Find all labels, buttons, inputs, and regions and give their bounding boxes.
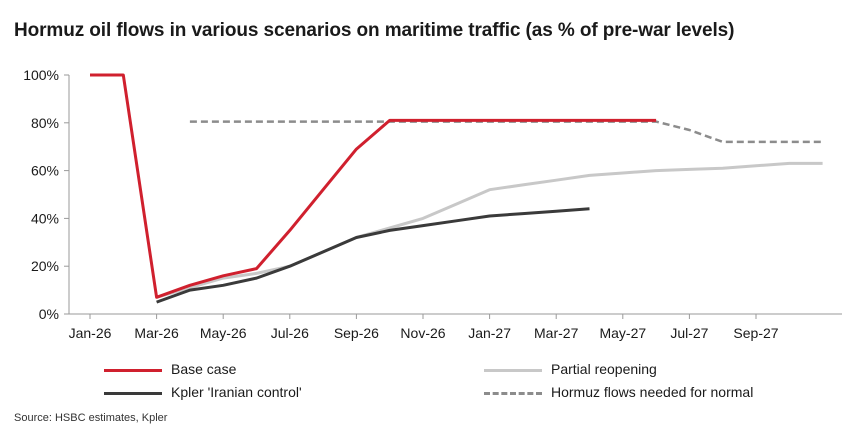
x-axis-tick-label: Nov-26 (400, 325, 445, 341)
source-note: Source: HSBC estimates, Kpler (14, 412, 168, 424)
y-axis-tick-label: 40% (31, 210, 59, 226)
x-axis-tick-label: Mar-26 (134, 325, 179, 341)
legend-label-needed: Hormuz flows needed for normal (551, 384, 754, 400)
series-line-kpler (156, 207, 590, 304)
x-axis-tick-labels: Jan-26 Mar-26 May-26 Jul-26 Sep-26 Nov-26 Jan-… (69, 325, 779, 341)
y-axis-tick-label: 100% (23, 67, 59, 83)
x-axis-tick-label: Sep-26 (334, 325, 379, 341)
y-axis-tick-label: 20% (31, 258, 59, 274)
x-axis-tick-label: Sep-27 (733, 325, 778, 341)
legend-swatch-base-case (104, 369, 162, 372)
x-axis-tick-label: May-27 (599, 325, 646, 341)
x-axis-tick-label: Jan-27 (468, 325, 511, 341)
y-axis-tick-label: 80% (31, 115, 59, 131)
legend-swatch-kpler (104, 392, 162, 395)
chart-title: Hormuz oil flows in various scenarios on… (14, 20, 735, 41)
x-axis-tick-label: May-26 (200, 325, 247, 341)
x-axis-tick-label: Jul-27 (670, 325, 708, 341)
legend-label-base-case: Base case (171, 361, 237, 377)
x-axis-tick-label: Mar-27 (534, 325, 579, 341)
chart-axes (64, 74, 842, 319)
series-line-partial-reopening (156, 161, 823, 299)
legend-label-kpler: Kpler 'Iranian control' (171, 384, 302, 400)
series-line-needed (189, 120, 823, 144)
x-axis-tick-label: Jan-26 (69, 325, 112, 341)
legend-label-partial-reopening: Partial reopening (551, 361, 657, 377)
chart-series-group (90, 73, 823, 304)
x-axis-tick-label: Jul-26 (271, 325, 309, 341)
y-axis-tick-labels: 0% 20% 40% 60% 80% 100% (23, 67, 59, 322)
y-axis-tick-label: 60% (31, 163, 59, 179)
y-axis-tick-label: 0% (39, 306, 59, 322)
series-line-base-case (90, 73, 657, 299)
legend-swatch-partial-reopening (484, 369, 542, 372)
legend-swatch-needed (484, 392, 542, 395)
